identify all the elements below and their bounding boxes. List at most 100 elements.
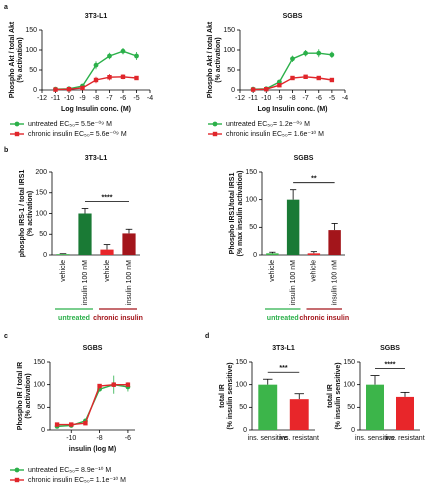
y-tick-label: 150 [33, 359, 45, 366]
y-axis-label: (% activation) [17, 37, 24, 83]
y-axis-label: (% insulin sensitive) [227, 362, 234, 429]
y-axis-label: (% activation) [215, 37, 222, 83]
series-line [55, 50, 137, 90]
bar [396, 396, 414, 430]
y-axis-label: Phospho Akt / total Akt [207, 21, 214, 98]
legend-marker [212, 131, 218, 137]
x-tick-label: -6 [316, 95, 322, 102]
data-point [329, 77, 335, 83]
data-point [107, 53, 112, 59]
y-tick-label: 0 [253, 252, 257, 259]
y-tick-label: 100 [223, 47, 235, 54]
panel-label: a [4, 4, 8, 11]
significance-label: ** [311, 176, 317, 183]
panel-label: c [4, 333, 8, 340]
x-tick-label: -6 [125, 435, 131, 442]
x-tick-label: -4 [147, 95, 153, 102]
data-point [93, 62, 99, 68]
group-label: untreated [267, 315, 299, 322]
data-point [303, 50, 309, 56]
data-point [111, 382, 116, 387]
group-label: chronic insulin [93, 315, 143, 322]
x-tick-label: ins. resistant [385, 435, 424, 442]
x-tick-label: -7 [303, 95, 309, 102]
legend-label: chronic insulin EC₅₀= 1.1e⁻¹⁰ M [28, 476, 126, 484]
legend-label: chronic insulin EC₅₀= 5.6e⁻⁰⁹ M [28, 130, 127, 138]
data-point [69, 422, 74, 427]
group-label: untreated [58, 315, 90, 322]
x-axis-label: insulin (log M) [69, 446, 116, 453]
x-tick-label: ins. sensitive [355, 435, 395, 442]
y-axis-label: total IR [327, 384, 334, 408]
x-tick-label: -4 [342, 95, 348, 102]
y-tick-label: 200 [35, 169, 47, 176]
data-point [264, 87, 269, 92]
bar [307, 253, 321, 255]
chart-title: 3T3-L1 [85, 13, 108, 20]
y-tick-label: 0 [43, 252, 47, 259]
x-tick-label: insulin 100 nM [331, 260, 338, 305]
y-tick-label: 150 [35, 190, 47, 197]
x-tick-label: -8 [93, 95, 99, 102]
significance-label: **** [102, 194, 113, 201]
y-tick-label: 50 [37, 404, 45, 411]
y-axis-label: total IR [219, 384, 226, 408]
data-point [329, 52, 335, 58]
bar [328, 230, 341, 255]
y-tick-label: 0 [33, 87, 37, 94]
y-axis-label: (% insulin sensitive) [335, 362, 342, 429]
x-tick-label: ins. sensitive [248, 435, 288, 442]
x-tick-label: -7 [106, 95, 112, 102]
y-tick-label: 100 [343, 382, 355, 389]
bar [286, 199, 300, 255]
data-point [290, 56, 295, 62]
x-tick-label: insulin 100 nM [290, 260, 297, 305]
data-point [120, 74, 126, 79]
y-tick-label: 0 [243, 427, 247, 434]
y-tick-label: 150 [25, 27, 37, 34]
y-tick-label: 100 [25, 47, 37, 54]
legend-marker [14, 477, 20, 483]
x-tick-label: -6 [120, 95, 126, 102]
x-tick-label: -5 [133, 95, 139, 102]
bar [122, 233, 136, 255]
y-tick-label: 150 [343, 359, 355, 366]
y-tick-label: 150 [223, 27, 235, 34]
data-point [316, 50, 322, 56]
data-point [80, 85, 85, 91]
y-tick-label: 50 [347, 404, 355, 411]
significance-label: *** [279, 365, 287, 372]
x-tick-label: -9 [79, 95, 85, 102]
y-tick-label: 50 [239, 404, 247, 411]
group-label: chronic insulin [299, 315, 349, 322]
data-point [125, 382, 131, 387]
bar [78, 213, 92, 255]
chart-title: SGBS [294, 155, 314, 162]
x-tick-label: -10 [66, 435, 76, 442]
y-tick-label: 150 [235, 359, 247, 366]
data-point [120, 48, 126, 54]
y-tick-label: 50 [39, 231, 47, 238]
x-tick-label: vehicle [269, 260, 276, 282]
data-point [290, 75, 295, 81]
legend-label: untreated EC₅₀= 8.9e⁻¹⁰ M [28, 466, 111, 474]
chart-title: 3T3-L1 [85, 155, 108, 162]
series-line [57, 383, 128, 426]
data-point [250, 87, 256, 92]
data-point [93, 77, 99, 83]
data-point [83, 421, 88, 426]
legend-marker [14, 131, 20, 137]
x-tick-label: -5 [329, 95, 335, 102]
legend-marker [14, 467, 20, 473]
legend-marker [212, 121, 218, 127]
data-point [66, 87, 72, 92]
x-tick-label: -10 [64, 95, 74, 102]
x-tick-label: -10 [261, 95, 271, 102]
bar [56, 254, 70, 255]
y-tick-label: 0 [351, 427, 355, 434]
legend-label: chronic insulin EC₅₀= 1.6e⁻¹⁰ M [226, 130, 324, 138]
x-tick-label: insulin 100 nM [126, 260, 133, 305]
chart-title: SGBS [283, 13, 303, 20]
y-axis-label: Phospho IRS1/total IRS1 [229, 173, 236, 255]
y-tick-label: 0 [231, 87, 235, 94]
